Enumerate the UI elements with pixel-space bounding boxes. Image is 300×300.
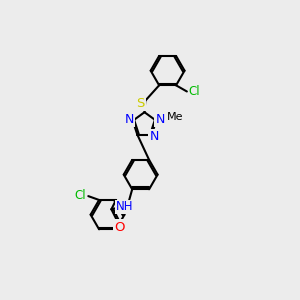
Text: NH: NH xyxy=(116,200,133,214)
Text: N: N xyxy=(155,113,165,126)
Text: N: N xyxy=(125,113,134,127)
Text: Me: Me xyxy=(167,112,183,122)
Text: Cl: Cl xyxy=(75,189,86,202)
Text: N: N xyxy=(149,130,159,142)
Text: O: O xyxy=(114,220,124,233)
Text: S: S xyxy=(136,97,145,110)
Text: Cl: Cl xyxy=(189,85,200,98)
